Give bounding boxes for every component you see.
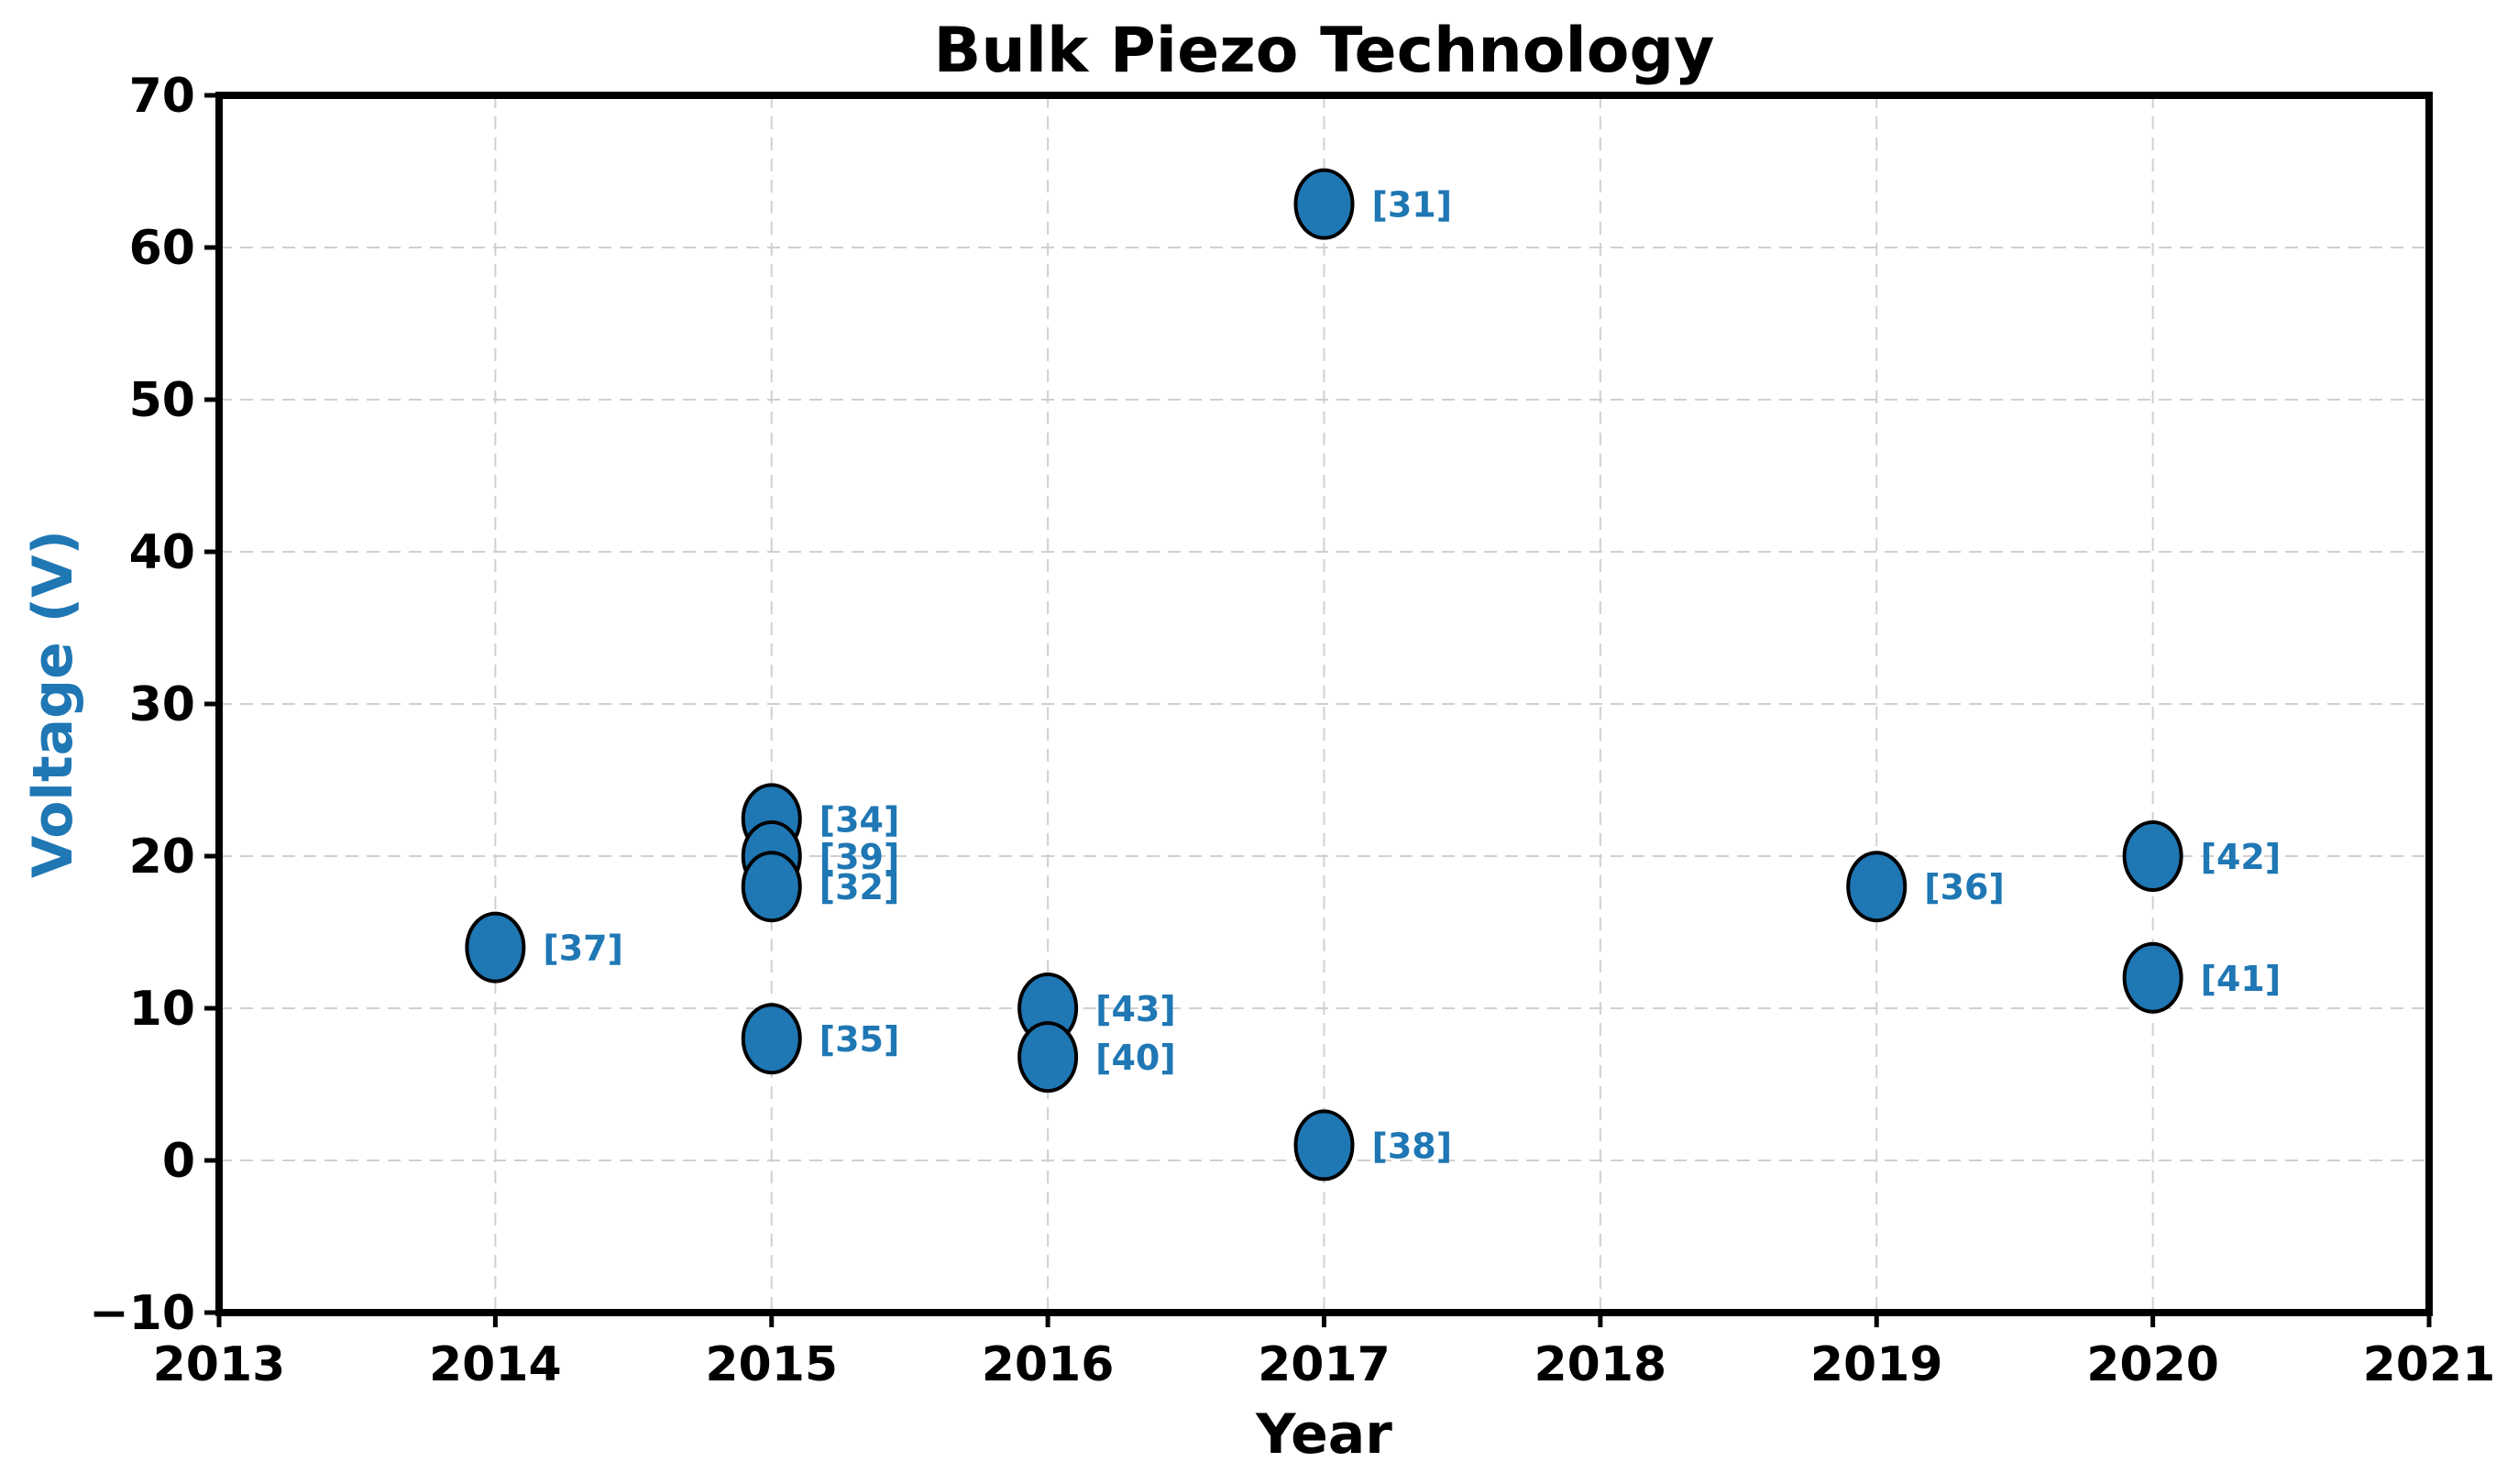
data-point [741,1003,802,1075]
data-label: [43] [1095,989,1176,1029]
chart-title: Bulk Piezo Technology [933,15,1714,87]
data-label: [42] [2201,837,2282,877]
x-tick-label: 2017 [1258,1337,1391,1392]
y-tick-label: 0 [162,1134,195,1189]
data-label: [36] [1924,867,2005,907]
data-point [1293,168,1355,240]
data-point [741,851,802,923]
data-point [1846,851,1908,923]
x-tick-label: 2020 [2086,1337,2219,1392]
data-label: [40] [1095,1038,1176,1078]
data-points: [37] [34][39][32] [35] [43] [40] [31] [38] [36]… [465,168,2282,1182]
data-label: [35] [819,1019,900,1060]
data-point [465,911,526,984]
x-tick-label: 2016 [982,1337,1115,1392]
x-axis-label: Year [1255,1402,1392,1467]
data-label: [41] [2201,959,2282,999]
axis-ticks: 2013 2014 2015 2016 2017 2018 2019 2020 2021 −10 0… [89,69,2495,1392]
data-label: [31] [1372,185,1453,225]
data-point [1017,1021,1079,1094]
y-tick-label: 50 [129,373,195,428]
y-tick-label: 40 [129,525,195,580]
y-tick-label: 10 [129,982,195,1037]
data-label: [38] [1372,1126,1453,1166]
x-tick-label: 2019 [1810,1337,1943,1392]
y-axis-label: Voltage (V) [21,530,85,878]
plot-frame [215,92,2433,1316]
data-label: [39] [819,837,900,877]
data-label: [37] [543,929,623,969]
x-tick-label: 2018 [1534,1337,1667,1392]
x-tick-label: 2021 [2363,1337,2496,1392]
data-point [1293,1109,1355,1182]
y-tick-label: 70 [129,69,195,124]
data-label: [34] [819,799,900,840]
y-tick-label: 60 [129,221,195,276]
data-label: [32] [819,867,900,907]
data-point [2122,941,2183,1014]
data-point [2122,820,2183,892]
y-tick-label: 20 [129,830,195,885]
x-tick-label: 2015 [705,1337,838,1392]
y-tick-label: −10 [89,1286,195,1341]
x-tick-label: 2013 [153,1337,286,1392]
x-tick-label: 2014 [429,1337,562,1392]
y-tick-label: 30 [129,677,195,732]
